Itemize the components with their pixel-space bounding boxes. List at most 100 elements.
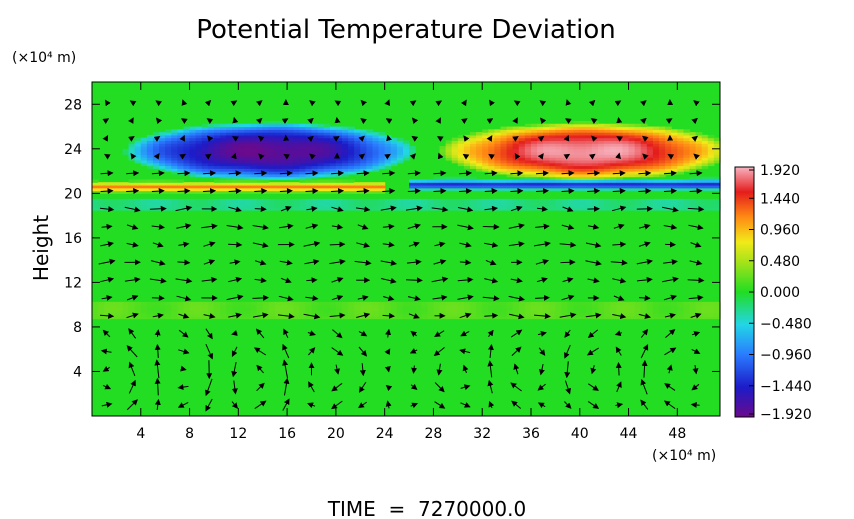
heatmap-cell	[549, 198, 556, 203]
heatmap-cell	[421, 304, 428, 309]
heatmap-cell	[305, 132, 313, 136]
heatmap-cell	[195, 140, 203, 144]
heatmap-cell	[244, 182, 252, 186]
heatmap-cell	[451, 151, 459, 155]
heatmap-cell	[555, 157, 563, 161]
heatmap-cell	[189, 310, 197, 314]
x-tick-label: 44	[620, 426, 638, 442]
heatmap-cell	[585, 179, 593, 183]
heatmap-cell	[591, 182, 599, 186]
wind-vector	[201, 223, 218, 230]
heatmap-cell	[177, 310, 185, 314]
heatmap-cell	[128, 146, 136, 150]
heatmap-cell	[707, 207, 715, 211]
heatmap-cell	[634, 154, 642, 158]
heatmap-cell	[396, 315, 404, 320]
heatmap-cell	[537, 301, 544, 306]
heatmap-cell	[262, 129, 270, 133]
wind-vector	[638, 313, 651, 319]
heatmap-cell	[579, 134, 587, 139]
heatmap-cell	[524, 198, 532, 203]
heatmap-cell	[671, 204, 678, 208]
heatmap-cell	[573, 143, 581, 147]
heatmap-cell	[287, 148, 294, 153]
heatmap-cell	[695, 137, 703, 142]
heatmap-cell	[402, 143, 410, 147]
wind-vector	[228, 312, 242, 319]
heatmap-cell	[299, 204, 306, 208]
heatmap-cell	[128, 313, 136, 317]
heatmap-cell	[683, 307, 691, 311]
heatmap-cell	[207, 123, 215, 128]
heatmap-cell	[573, 182, 581, 186]
wind-vector	[279, 170, 293, 177]
heatmap-cell	[104, 310, 111, 314]
heatmap-cell	[268, 165, 276, 169]
heatmap-cell	[256, 304, 264, 309]
wind-vector	[334, 364, 340, 375]
heatmap-cell	[524, 137, 532, 142]
heatmap-cell	[207, 132, 215, 136]
heatmap-cell	[604, 187, 611, 192]
wind-vector	[665, 329, 676, 338]
heatmap-cell	[598, 143, 605, 147]
heatmap-cell	[201, 301, 209, 306]
heatmap-cell	[244, 190, 252, 194]
wind-vector	[434, 382, 445, 393]
heatmap-cell	[396, 307, 404, 311]
heatmap-cells	[92, 120, 721, 320]
heatmap-cell	[140, 143, 148, 147]
heatmap-cell	[427, 182, 435, 186]
heatmap-cell	[598, 198, 605, 203]
heatmap-cell	[140, 137, 148, 142]
heatmap-cell	[482, 204, 489, 208]
heatmap-cell	[573, 168, 581, 172]
heatmap-cell	[238, 146, 246, 150]
heatmap-cell	[665, 159, 672, 164]
heatmap-cell	[665, 184, 672, 189]
wind-vector	[329, 241, 346, 248]
heatmap-cell	[652, 184, 660, 189]
heatmap-cell	[500, 187, 508, 192]
heatmap-cell	[500, 165, 508, 169]
heatmap-cell	[244, 162, 252, 167]
heatmap-cell	[159, 154, 166, 158]
heatmap-cell	[640, 143, 648, 147]
heatmap-cell	[390, 143, 398, 147]
heatmap-cell	[293, 173, 300, 178]
heatmap-cell	[146, 315, 154, 320]
heatmap-cell	[323, 126, 331, 130]
heatmap-cell	[543, 168, 550, 172]
heatmap-cell	[213, 134, 221, 139]
heatmap-cell	[268, 168, 276, 172]
heatmap-cell	[299, 137, 306, 142]
heatmap-cell	[463, 184, 471, 189]
heatmap-cell	[677, 301, 685, 306]
heatmap-cell	[439, 146, 447, 150]
heatmap-cell	[640, 304, 648, 309]
heatmap-cell	[323, 304, 331, 309]
heatmap-cell	[317, 143, 325, 147]
heatmap-cell	[360, 159, 367, 164]
heatmap-cell	[98, 301, 105, 306]
heatmap-cell	[628, 173, 636, 178]
wind-vector	[331, 347, 344, 356]
wind-vector	[382, 170, 396, 177]
wind-vector	[177, 188, 191, 195]
heatmap-cell	[220, 143, 227, 147]
heatmap-cell	[104, 198, 111, 203]
heatmap-cell	[689, 187, 697, 192]
heatmap-cell	[451, 310, 459, 314]
wind-vector	[640, 117, 647, 125]
heatmap-cell	[549, 123, 556, 128]
heatmap-cell	[281, 146, 288, 150]
heatmap-cell	[409, 148, 416, 153]
heatmap-cell	[640, 146, 648, 150]
heatmap-cell	[311, 307, 319, 311]
heatmap-cell	[689, 159, 697, 164]
wind-vector	[662, 276, 679, 283]
heatmap-cell	[671, 137, 678, 142]
heatmap-cell	[287, 162, 294, 167]
heatmap-cell	[165, 190, 172, 194]
heatmap-cell	[506, 143, 514, 147]
